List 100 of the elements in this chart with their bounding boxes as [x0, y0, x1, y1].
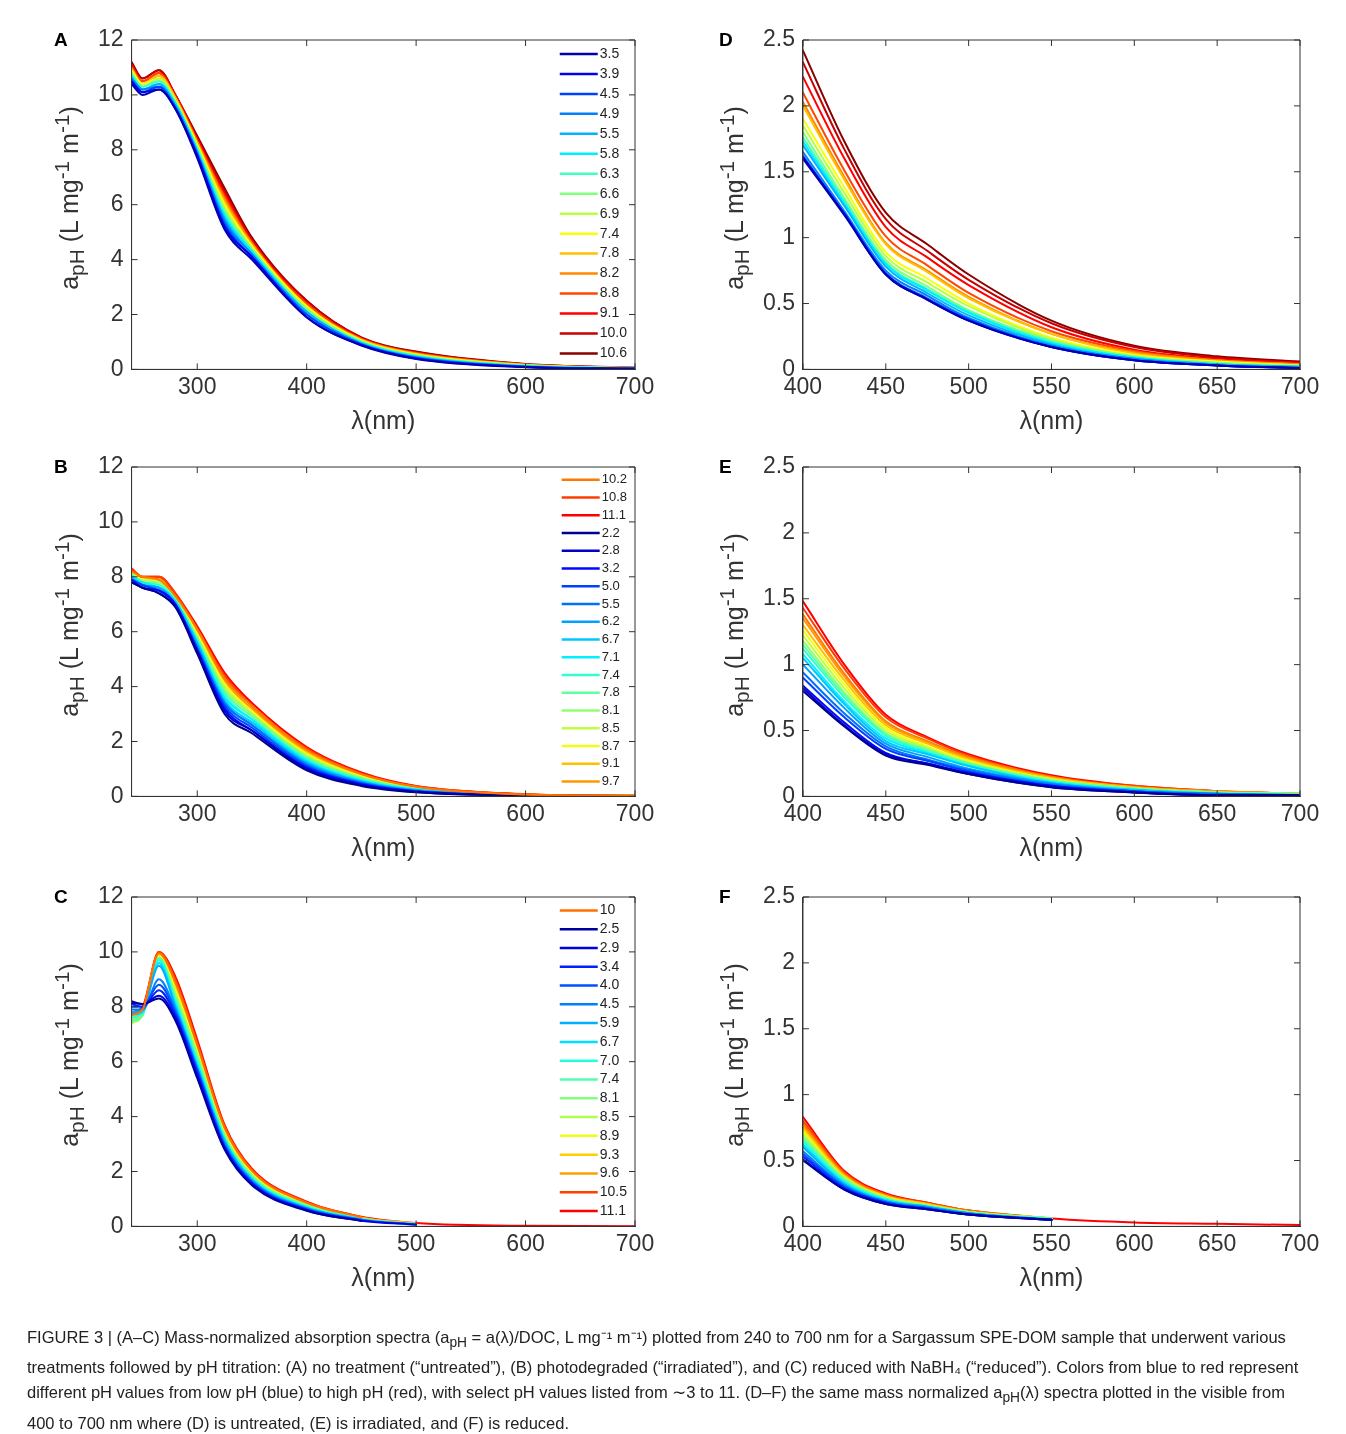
y-tick-label: 0	[110, 1211, 124, 1238]
legend-label: 8.1	[601, 702, 620, 718]
legend-label: 3.9	[599, 64, 620, 81]
legend-label: 6.7	[601, 631, 620, 647]
legend-label: 4.0	[599, 976, 620, 993]
x-tick-label: 400	[287, 372, 326, 399]
legend-label: 6.7	[599, 1032, 620, 1049]
legend-label: 11.1	[599, 1201, 627, 1218]
x-axis-title: λ(nm)	[351, 405, 416, 434]
x-tick-label: 700	[615, 799, 655, 826]
legend-label: 5.0	[601, 577, 620, 593]
y-tick-label: 2	[110, 299, 124, 326]
y-tick-label: 4	[110, 671, 124, 698]
y-tick-label: 8	[110, 562, 124, 589]
y-tick-label: 12	[97, 25, 124, 52]
legend-label: 7.0	[599, 1051, 620, 1068]
x-tick-label: 300	[178, 1229, 217, 1256]
legend-label: 2.2	[601, 524, 620, 540]
legend-label: 10.8	[601, 489, 628, 505]
y-tick-label: 6	[110, 190, 124, 217]
legend-label: 7.4	[599, 224, 620, 241]
y-tick-label: 2	[782, 518, 795, 545]
x-axis-title: λ(nm)	[1019, 832, 1084, 861]
text: FIGURE 3 | (A–C) Mass-normalized absorption spectra (a$_{pH}$ = a(λ)/DOC, L mg⁻¹ m⁻¹) plotted from 240 to 700 nm for a Sargassum SPE-DOM sample that underwent various treatments followed by pH titration: (A) no treatment (“untreated”), (B) photodegraded (“irradiated”), and (C) reduced with NaBH₄ (“reduced”). Colors from blue to red represent different pH values from low pH (blue) to high pH (red), with select pH values listed from ∼3 to 11. (D–F) the same mass normalized a$_{pH}$(λ) spectra plotted in the visible from 400 to 700 nm where (D) is untreated, (E) is irradiated, and (F) is reduced.	[27, 1328, 1299, 1432]
legend-label: 7.8	[599, 244, 620, 261]
x-tick-label: 450	[866, 372, 905, 399]
x-tick-label: 500	[949, 1229, 988, 1256]
x-tick-label: 500	[396, 799, 436, 826]
legend-label: 7.1	[601, 648, 620, 664]
x-tick-label: 700	[1280, 1229, 1320, 1256]
legend-label: 7.8	[601, 684, 620, 700]
x-tick-label: 700	[1280, 799, 1320, 826]
legend-label: 2.8	[601, 542, 620, 558]
legend-label: 10.5	[599, 1183, 628, 1200]
legend-label: 6.9	[599, 204, 620, 221]
y-tick-label: 2	[782, 948, 795, 975]
x-tick-label: 450	[866, 1229, 905, 1256]
legend-label: 4.9	[599, 104, 620, 121]
x-tick-label: 600	[1115, 799, 1154, 826]
x-tick-label: 550	[1032, 1229, 1071, 1256]
x-tick-label: 550	[1032, 799, 1071, 826]
chart-title: B	[54, 456, 68, 478]
legend-label: 4.5	[599, 995, 620, 1012]
y-tick-label: 2.5	[762, 452, 795, 479]
x-tick-label: 450	[866, 799, 905, 826]
x-tick-label: 500	[949, 799, 988, 826]
legend-label: 5.9	[599, 1013, 620, 1030]
x-tick-label: 400	[287, 1229, 326, 1256]
y-tick-label: 12	[97, 882, 124, 909]
y-tick-label: 0.5	[762, 1145, 795, 1172]
legend-label: 8.7	[601, 737, 620, 753]
x-tick-label: 700	[615, 372, 655, 399]
legend-label: 4.5	[599, 84, 620, 101]
legend-label: 6.2	[601, 613, 620, 629]
legend-label: 8.5	[599, 1107, 620, 1124]
x-axis-title: λ(nm)	[351, 832, 416, 861]
x-tick-label: 300	[178, 799, 217, 826]
legend-label: 11.1	[601, 506, 627, 522]
x-tick-label: 400	[287, 799, 326, 826]
legend-label: 9.1	[601, 755, 620, 771]
legend-label: 5.5	[601, 595, 620, 611]
x-tick-label: 600	[1115, 1229, 1154, 1256]
legend-label: 10.0	[599, 324, 628, 341]
legend-label: 5.8	[599, 144, 620, 161]
y-tick-label: 2.5	[762, 882, 795, 909]
x-tick-label: 600	[506, 372, 545, 399]
x-tick-label: 600	[506, 799, 545, 826]
y-tick-label: 0	[110, 354, 124, 381]
legend-label: 3.5	[599, 44, 620, 61]
x-tick-label: 650	[1197, 372, 1237, 399]
legend-label: 10.2	[601, 471, 628, 487]
x-tick-label: 600	[506, 1229, 545, 1256]
legend-label: 3.2	[601, 560, 620, 576]
x-axis-title: λ(nm)	[1019, 1262, 1084, 1291]
legend-label: 8.5	[601, 719, 620, 735]
chart-title: E	[719, 456, 732, 478]
x-tick-label: 500	[396, 1229, 436, 1256]
legend-label: 5.5	[599, 124, 620, 141]
y-tick-label: 10	[97, 937, 124, 964]
x-tick-label: 500	[396, 372, 436, 399]
legend-label: 9.7	[601, 773, 620, 789]
legend-label: 6.3	[599, 164, 620, 181]
y-tick-label: 6	[110, 617, 124, 644]
y-tick-label: 12	[97, 452, 124, 479]
legend-label: 2.5	[599, 920, 620, 937]
y-tick-label: 0	[110, 781, 124, 808]
x-tick-label: 700	[1280, 372, 1320, 399]
legend-label: 10	[599, 901, 616, 918]
x-axis-title: λ(nm)	[1019, 405, 1084, 434]
y-tick-label: 8	[110, 135, 124, 162]
y-tick-label: 1.5	[762, 584, 795, 611]
chart-title: A	[54, 29, 68, 51]
x-tick-label: 650	[1197, 799, 1237, 826]
x-tick-label: 650	[1197, 1229, 1237, 1256]
y-tick-label: 1.5	[762, 1014, 795, 1041]
legend-label: 9.6	[599, 1164, 620, 1181]
legend-label: 9.3	[599, 1145, 620, 1162]
legend-label: 8.9	[599, 1126, 620, 1143]
y-tick-label: 1	[782, 222, 795, 249]
chart-title: F	[719, 886, 731, 908]
